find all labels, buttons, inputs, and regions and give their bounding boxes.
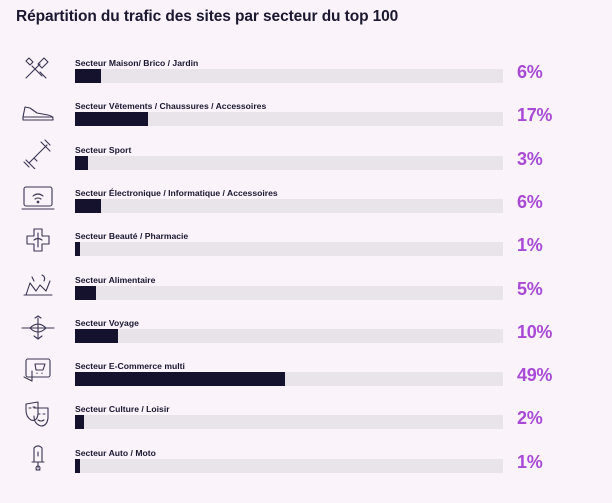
value-label: 1% <box>517 235 543 256</box>
value-label: 10% <box>517 321 553 342</box>
category-label: Secteur Électronique / Informatique / Ac… <box>75 187 278 198</box>
scooter-icon <box>20 442 56 472</box>
value-label: 3% <box>517 148 543 169</box>
bar-track <box>75 242 503 257</box>
chart-title: Répartition du trafic des sites par sect… <box>16 8 399 25</box>
bar <box>75 415 84 430</box>
bar-row-e-commerce-multi: Secteur E-Commerce multi 49% <box>0 358 612 401</box>
bar-track <box>75 198 503 213</box>
bar-row-electronique-informatique-accessoires: Secteur Électronique / Informatique / Ac… <box>0 186 612 228</box>
category-label: Secteur Voyage <box>75 317 139 328</box>
bar <box>75 372 285 387</box>
category-label: Secteur Vêtements / Chaussures / Accesso… <box>75 101 267 112</box>
bar-track <box>75 328 503 343</box>
bar-track <box>75 69 503 83</box>
value-label: 1% <box>517 451 543 472</box>
bar <box>75 155 88 170</box>
category-label: Secteur Maison/ Brico / Jardin <box>75 58 199 68</box>
bar-track <box>75 372 503 387</box>
value-label: 49% <box>517 365 553 386</box>
value-label: 5% <box>517 278 543 299</box>
category-label: Secteur Sport <box>75 144 132 155</box>
food-icon <box>20 269 56 299</box>
dumbbell-icon <box>20 139 56 170</box>
theater-masks-icon <box>20 398 56 428</box>
category-label: Secteur Auto / Moto <box>75 447 156 458</box>
bar-track <box>75 458 503 473</box>
bar <box>75 458 80 473</box>
bar-track <box>75 415 503 430</box>
bar-row-sport: Secteur Sport 3% <box>0 139 612 185</box>
airplane-icon <box>20 312 56 342</box>
medical-cross-icon <box>20 225 56 255</box>
laptop-wifi-icon <box>20 182 56 212</box>
bar <box>75 328 118 343</box>
bar-row-alimentaire: Secteur Alimentaire 5% <box>0 273 612 315</box>
bar-row-culture-loisir: Secteur Culture / Loisir 2% <box>0 401 612 444</box>
bar-row-maison-brico-jardin: Secteur Maison/ Brico / Jardin 6% <box>0 57 612 98</box>
tools-icon <box>20 52 56 82</box>
category-label: Secteur Beauté / Pharmacie <box>75 231 189 242</box>
bar <box>75 69 101 83</box>
category-label: Secteur Alimentaire <box>75 274 156 285</box>
bar-track <box>75 112 503 127</box>
bar <box>75 112 148 127</box>
shopping-screen-icon <box>20 355 56 385</box>
value-label: 2% <box>517 408 543 429</box>
bar <box>75 242 80 257</box>
bar-track <box>75 155 503 170</box>
bar-row-beaute-pharmacie: Secteur Beauté / Pharmacie 1% <box>0 228 612 271</box>
bar-row-vetements-chaussures-accessoires: Secteur Vêtements / Chaussures / Accesso… <box>0 101 612 141</box>
bar <box>75 285 97 300</box>
bar-track <box>75 285 503 300</box>
value-label: 17% <box>517 105 553 126</box>
bar-row-voyage: Secteur Voyage 10% <box>0 315 612 358</box>
shoe-icon <box>20 95 56 125</box>
bar <box>75 198 101 213</box>
category-label: Secteur Culture / Loisir <box>75 404 170 415</box>
value-label: 6% <box>517 191 543 212</box>
category-label: Secteur E-Commerce multi <box>75 361 185 372</box>
value-label: 6% <box>517 62 543 82</box>
bar-row-auto-moto: Secteur Auto / Moto 1% <box>0 445 612 488</box>
